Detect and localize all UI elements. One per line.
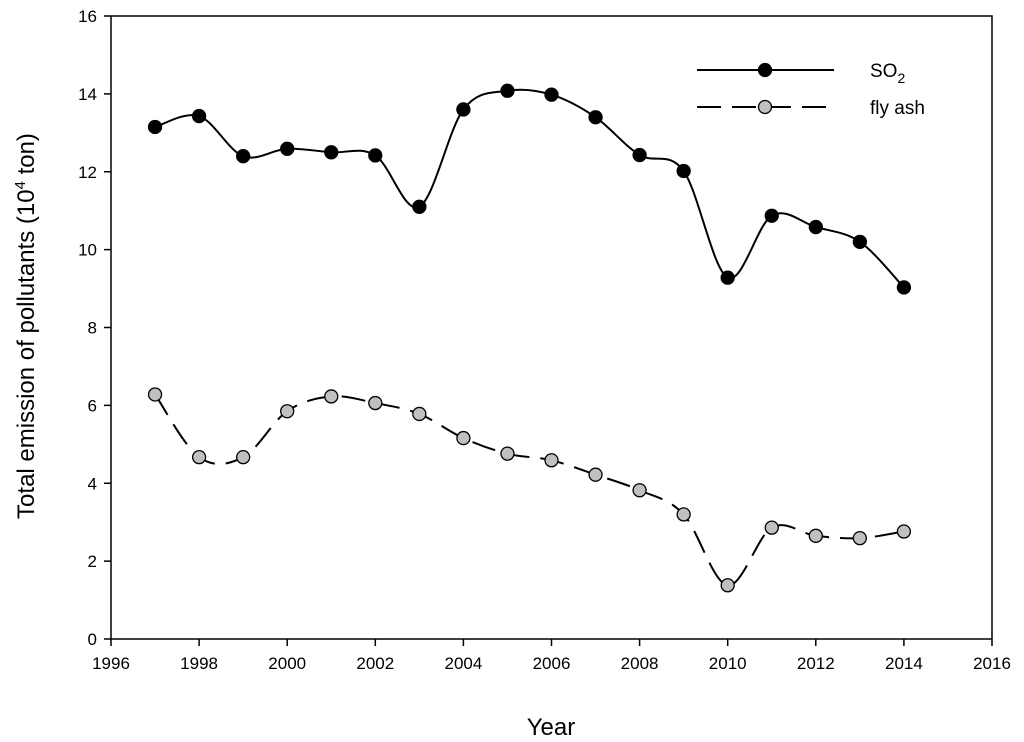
x-tick-label: 2016 xyxy=(973,654,1011,673)
data-point-fly-ash xyxy=(896,524,912,539)
y-tick-label: 6 xyxy=(88,396,97,415)
data-point-fly-ash xyxy=(324,389,339,404)
legend-label-so2: SO2 xyxy=(870,61,905,86)
data-point-fly-ash xyxy=(500,446,515,461)
series-layer xyxy=(147,83,912,593)
y-axis-title: Total emission of pollutants (104 ton) xyxy=(12,133,40,519)
y-axis-title-suffix: ton) xyxy=(13,133,40,181)
y-tick-label: 4 xyxy=(88,474,97,493)
x-tick-label: 2012 xyxy=(797,654,835,673)
data-point-so2 xyxy=(720,270,735,285)
legend-marker-fly-ash xyxy=(757,99,773,115)
legend-label-subscript: 2 xyxy=(897,70,905,86)
data-point-so2 xyxy=(412,199,427,214)
data-point-so2 xyxy=(368,148,383,163)
data-point-so2 xyxy=(456,102,471,117)
y-tick-label: 10 xyxy=(78,241,97,260)
y-tick-label: 12 xyxy=(78,163,97,182)
data-point-fly-ash xyxy=(191,450,207,465)
x-tick-label: 2008 xyxy=(621,654,659,673)
data-point-fly-ash xyxy=(456,430,471,446)
x-axis-title: Year xyxy=(527,714,576,741)
legend-label-text: fly ash xyxy=(870,98,925,119)
data-point-so2 xyxy=(852,234,867,249)
data-point-fly-ash xyxy=(280,404,295,419)
y-tick-label: 14 xyxy=(78,85,97,104)
data-point-fly-ash xyxy=(676,507,691,522)
series-line-so2 xyxy=(154,88,905,289)
data-point-fly-ash xyxy=(412,406,427,422)
data-point-fly-ash xyxy=(808,528,823,543)
data-point-so2 xyxy=(588,110,603,125)
x-tick-label: 2000 xyxy=(268,654,306,673)
data-point-fly-ash xyxy=(632,483,647,498)
y-tick-label: 8 xyxy=(88,319,97,338)
data-point-so2 xyxy=(632,147,647,163)
x-tick-label: 2004 xyxy=(444,654,482,673)
data-point-so2 xyxy=(500,83,515,98)
x-tick-label: 2014 xyxy=(885,654,923,673)
data-point-so2 xyxy=(280,141,295,156)
data-point-so2 xyxy=(235,149,251,164)
x-tick-label: 1996 xyxy=(92,654,130,673)
y-tick-label: 16 xyxy=(78,7,97,26)
data-point-so2 xyxy=(191,108,207,124)
data-point-so2 xyxy=(676,163,691,179)
x-tick-label: 2006 xyxy=(533,654,571,673)
axes: 1996 1998 2000 2002 2004 2006 2008 2010 2012 2014… xyxy=(78,7,1011,673)
data-point-so2 xyxy=(896,280,912,295)
series-line-fly-ash xyxy=(154,393,905,587)
data-point-so2 xyxy=(324,145,339,160)
data-point-so2 xyxy=(764,208,779,223)
data-point-fly-ash xyxy=(235,450,251,465)
data-point-fly-ash xyxy=(852,531,867,546)
data-point-so2 xyxy=(544,87,559,102)
data-point-fly-ash xyxy=(720,578,735,593)
data-point-fly-ash xyxy=(147,387,163,402)
y-axis-title-superscript: 4 xyxy=(12,181,29,189)
legend: SO2 fly ash xyxy=(697,61,925,119)
data-point-fly-ash xyxy=(764,520,779,535)
data-point-so2 xyxy=(808,219,823,235)
data-point-fly-ash xyxy=(544,453,559,468)
legend-label-text: SO xyxy=(870,61,897,82)
data-point-fly-ash xyxy=(588,467,603,482)
y-axis-title-main: Total emission of pollutants (10 xyxy=(13,189,40,519)
x-tick-label: 1998 xyxy=(180,654,218,673)
data-point-fly-ash xyxy=(368,395,383,411)
y-tick-label: 0 xyxy=(88,630,97,649)
legend-label-fly-ash: fly ash xyxy=(870,98,925,119)
legend-marker-so2 xyxy=(757,62,773,78)
y-tick-label: 2 xyxy=(88,552,97,571)
plot-frame xyxy=(110,15,993,640)
data-point-so2 xyxy=(147,119,163,135)
x-tick-label: 2002 xyxy=(356,654,394,673)
x-tick-label: 2010 xyxy=(709,654,747,673)
